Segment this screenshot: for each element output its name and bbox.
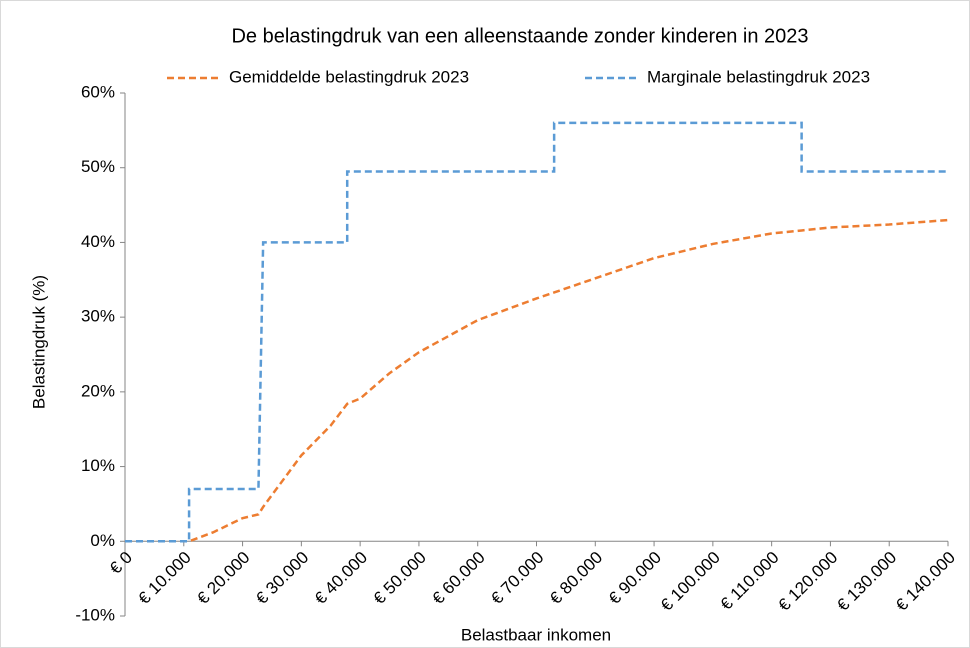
y-tick-label: 0% xyxy=(90,531,115,550)
y-tick-label: 50% xyxy=(81,157,115,176)
y-tick-label: 60% xyxy=(81,82,115,101)
y-tick-label: 10% xyxy=(81,456,115,475)
chart-title: De belastingdruk van een alleenstaande z… xyxy=(231,25,808,47)
y-tick-label: -10% xyxy=(75,605,115,624)
data-line xyxy=(125,218,949,543)
y-tick-label: 40% xyxy=(81,232,115,251)
legend-label: Gemiddelde belastingdruk 2023 xyxy=(229,67,469,86)
x-axis-label: Belastbaar inkomen xyxy=(461,625,611,644)
y-tick-label: 30% xyxy=(81,307,115,326)
data-line xyxy=(125,121,948,543)
y-axis-label: Belastingdruk (%) xyxy=(29,275,48,409)
y-tick-label: 20% xyxy=(81,381,115,400)
legend-label: Marginale belastingdruk 2023 xyxy=(647,67,870,86)
